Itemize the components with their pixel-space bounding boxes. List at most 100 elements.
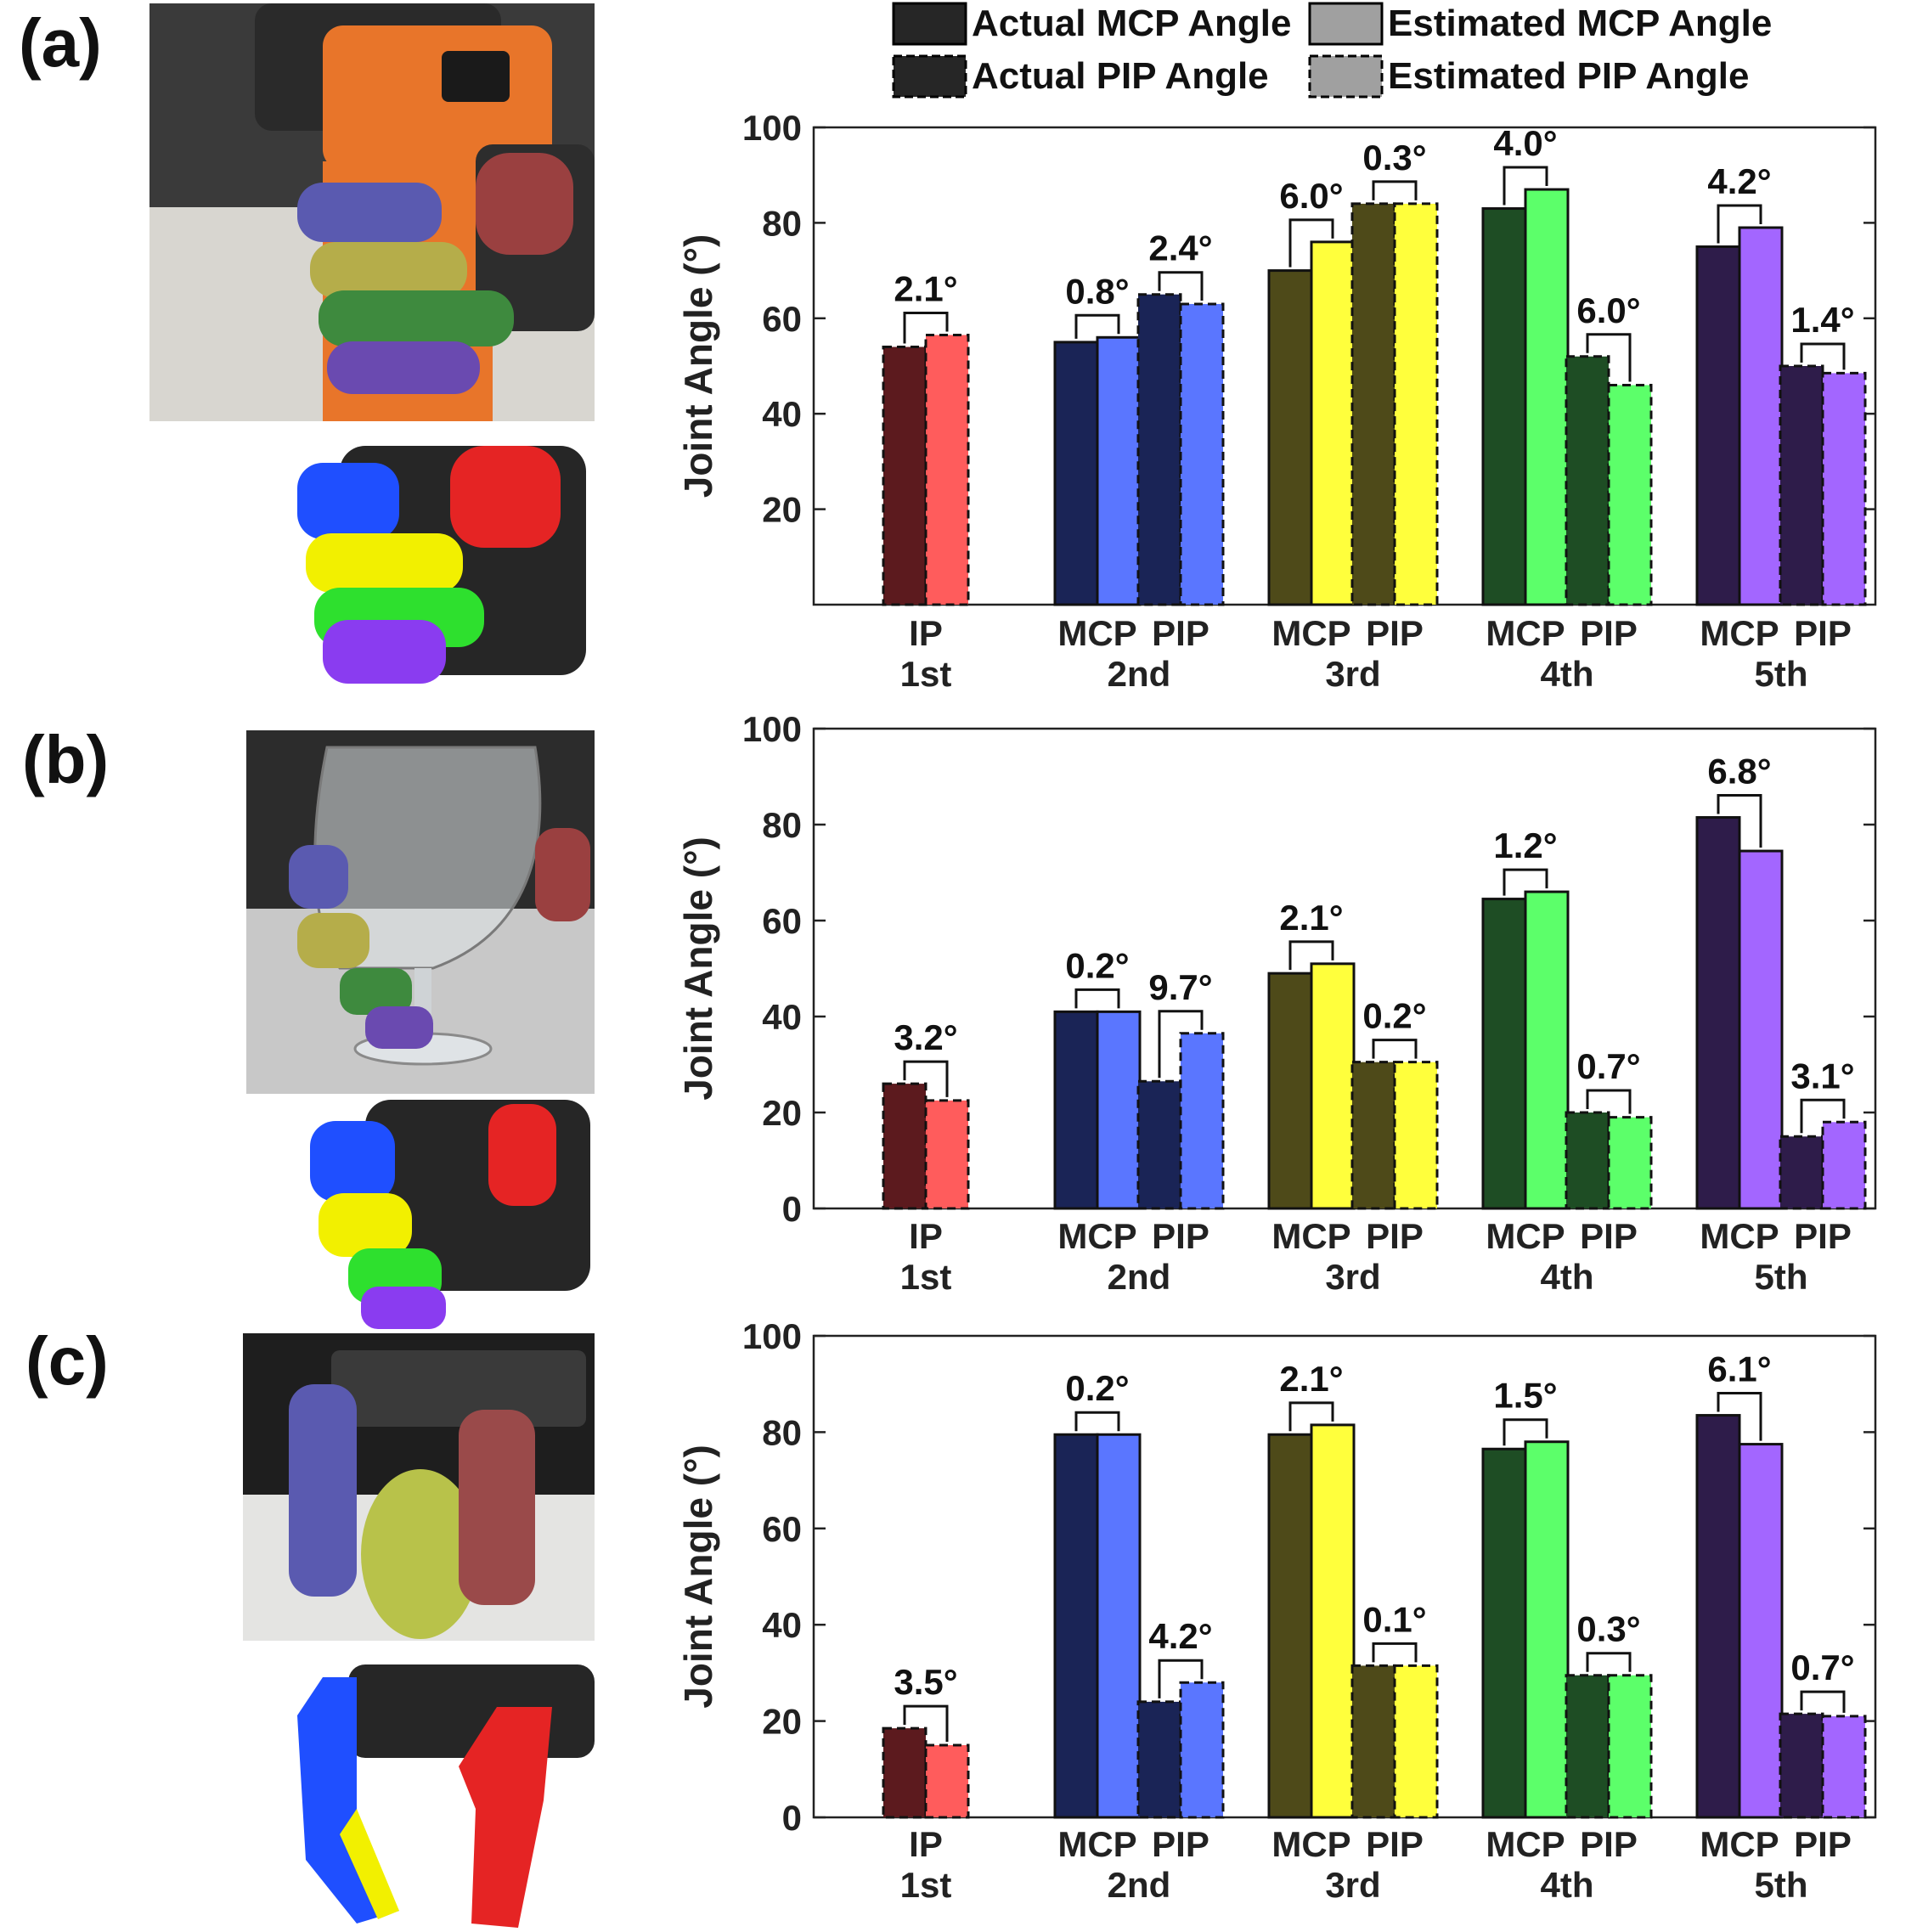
bar-estimated-pip-3rd xyxy=(1393,1664,1439,1819)
error-label: 6.8° xyxy=(1707,752,1771,791)
error-bracket xyxy=(1586,333,1632,382)
bar-estimated-mcp-4th xyxy=(1524,890,1570,1210)
y-axis-label: Joint Angle (°) xyxy=(676,1445,720,1709)
y-tick-label: 80 xyxy=(762,1412,802,1452)
bar-actual-pip-2nd xyxy=(1136,1700,1182,1819)
error-label: 4.2° xyxy=(1707,161,1771,201)
panel-label-c: (c) xyxy=(25,1323,109,1399)
y-tick-label: 0 xyxy=(782,1189,802,1229)
legend-swatch-actual-pip xyxy=(892,54,967,99)
y-tick-label: 100 xyxy=(742,709,802,749)
pear-grasp-render xyxy=(297,1664,595,1928)
error-label: 0.2° xyxy=(1065,945,1129,985)
y-tick-label: 100 xyxy=(742,108,802,148)
joint-label: IP xyxy=(909,1216,943,1256)
bar-estimated-pip-2nd xyxy=(1179,1681,1225,1819)
y-tick-label: 40 xyxy=(762,997,802,1037)
error-bracket xyxy=(1372,180,1418,200)
joint-label: MCP xyxy=(1271,613,1350,653)
bar-actual-mcp-4th xyxy=(1481,207,1527,606)
joint-label: PIP xyxy=(1366,1824,1424,1864)
error-bracket xyxy=(1717,204,1762,244)
wine-glass-grasp-render xyxy=(310,1100,590,1329)
error-bracket xyxy=(903,1060,949,1097)
legend-label-estimated-mcp: Estimated MCP Angle xyxy=(1388,3,1772,44)
bar-actual-pip-5th xyxy=(1779,364,1824,606)
bar-estimated-pip-5th xyxy=(1821,371,1867,606)
error-label: 0.7° xyxy=(1576,1046,1640,1086)
pear-grasp-photo xyxy=(243,1333,595,1641)
joint-label: PIP xyxy=(1794,1824,1852,1864)
error-bracket xyxy=(1288,1401,1334,1432)
error-bracket xyxy=(1158,1659,1204,1698)
wine-glass-grasp-photo xyxy=(246,730,595,1094)
joint-label: MCP xyxy=(1486,1824,1565,1864)
bar-actual-mcp-2nd xyxy=(1053,1433,1099,1819)
y-axis-label: Joint Angle (°) xyxy=(676,234,720,498)
bar-actual-pip-2nd xyxy=(1136,1079,1182,1210)
y-tick-label: 60 xyxy=(762,299,802,339)
y-tick-label: 20 xyxy=(762,490,802,530)
error-label: 6.1° xyxy=(1707,1349,1771,1389)
joint-label: MCP xyxy=(1486,1216,1565,1256)
legend-swatch-actual-mcp xyxy=(892,2,967,46)
drill-grasp-photo xyxy=(149,3,595,421)
bar-actual-mcp-3rd xyxy=(1267,972,1313,1210)
error-label: 3.5° xyxy=(894,1662,957,1702)
finger-label: 5th xyxy=(1755,1257,1808,1297)
finger-label: 1st xyxy=(900,1257,952,1297)
joint-label: PIP xyxy=(1580,613,1638,653)
error-label: 3.2° xyxy=(894,1017,957,1057)
error-label: 9.7° xyxy=(1148,967,1212,1007)
finger-label: 1st xyxy=(900,654,952,694)
error-bracket xyxy=(1372,1642,1418,1663)
bar-estimated-mcp-2nd xyxy=(1096,1433,1142,1819)
joint-label: PIP xyxy=(1580,1824,1638,1864)
finger-label: 3rd xyxy=(1325,654,1380,694)
bar-actual-ip-1st xyxy=(882,1082,927,1210)
error-label: 4.0° xyxy=(1493,123,1557,163)
legend-label-estimated-pip: Estimated PIP Angle xyxy=(1388,55,1749,97)
error-bracket xyxy=(1158,271,1204,301)
error-bracket xyxy=(1503,868,1548,896)
joint-label: MCP xyxy=(1057,1216,1136,1256)
joint-label: PIP xyxy=(1152,1824,1209,1864)
finger-label: 4th xyxy=(1541,654,1594,694)
bar-actual-mcp-2nd xyxy=(1053,1010,1099,1210)
bar-actual-pip-4th xyxy=(1565,1674,1610,1819)
error-label: 2.1° xyxy=(894,268,957,308)
bar-actual-pip-2nd xyxy=(1136,293,1182,606)
error-bracket xyxy=(1800,1690,1846,1713)
y-tick-label: 20 xyxy=(762,1093,802,1133)
bar-actual-pip-4th xyxy=(1565,355,1610,606)
error-bracket xyxy=(1717,1392,1762,1441)
finger-label: 5th xyxy=(1755,1865,1808,1905)
bar-actual-ip-1st xyxy=(882,346,927,606)
joint-label: MCP xyxy=(1700,1824,1779,1864)
panel-label-b: (b) xyxy=(22,722,109,797)
bar-estimated-ip-1st xyxy=(924,1099,970,1210)
y-tick-label: 40 xyxy=(762,1605,802,1645)
panel-label-a: (a) xyxy=(19,5,102,81)
joint-label: MCP xyxy=(1700,1216,1779,1256)
error-label: 0.3° xyxy=(1576,1609,1640,1649)
bar-estimated-mcp-3rd xyxy=(1310,240,1356,606)
joint-label: MCP xyxy=(1271,1824,1350,1864)
bar-estimated-ip-1st xyxy=(924,333,970,606)
bar-actual-mcp-5th xyxy=(1695,1414,1741,1819)
y-tick-label: 20 xyxy=(762,1702,802,1742)
error-bracket xyxy=(1717,794,1762,848)
error-bracket xyxy=(903,1704,949,1742)
error-label: 6.0° xyxy=(1279,176,1343,216)
finger-label: 3rd xyxy=(1325,1257,1380,1297)
y-tick-label: 60 xyxy=(762,901,802,941)
error-bracket xyxy=(1800,342,1846,370)
y-axis-label: Joint Angle (°) xyxy=(676,836,720,1101)
error-bracket xyxy=(1074,313,1120,339)
bar-actual-pip-3rd xyxy=(1350,1664,1396,1819)
bar-actual-pip-5th xyxy=(1779,1135,1824,1210)
